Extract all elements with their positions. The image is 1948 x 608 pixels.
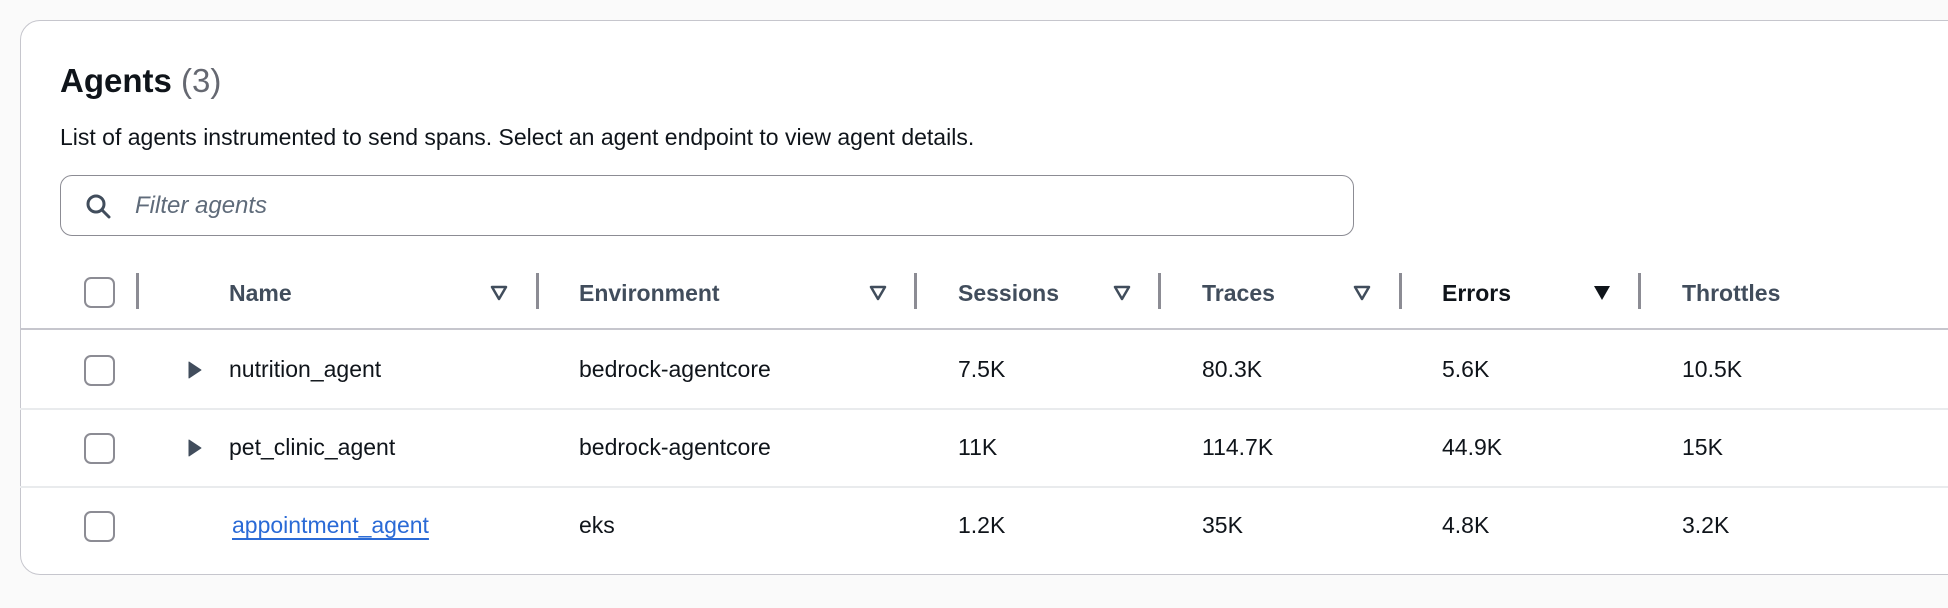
- traces-cell: 35K: [1202, 512, 1243, 538]
- filter-agents-field[interactable]: [60, 175, 1354, 236]
- column-header-traces[interactable]: Traces: [1202, 280, 1275, 306]
- agent-name: pet_clinic_agent: [229, 434, 396, 460]
- column-header-throttles: Throttles: [1682, 280, 1781, 306]
- row-divider: [20, 408, 1948, 410]
- errors-cell: 4.8K: [1442, 512, 1490, 538]
- agent-count: (3): [181, 62, 222, 99]
- throttles-cell: 3.2K: [1682, 512, 1730, 538]
- agent-name-link[interactable]: appointment_agent: [232, 512, 429, 538]
- agent-name: nutrition_agent: [229, 356, 382, 382]
- agents-panel: [20, 20, 1948, 575]
- traces-cell: 80.3K: [1202, 356, 1263, 382]
- throttles-cell: 15K: [1682, 434, 1723, 460]
- row-checkbox[interactable]: [84, 355, 115, 386]
- sessions-cell: 11K: [958, 434, 998, 460]
- sessions-cell: 1.2K: [958, 512, 1006, 538]
- throttles-cell: 10.5K: [1682, 356, 1743, 382]
- traces-cell: 114.7K: [1202, 434, 1274, 460]
- column-divider[interactable]: [1399, 273, 1402, 309]
- sort-unsorted-icon[interactable]: [490, 285, 508, 301]
- filter-agents-input[interactable]: [133, 188, 1317, 224]
- column-header-sessions[interactable]: Sessions: [958, 280, 1059, 306]
- expand-caret-icon[interactable]: [188, 439, 202, 457]
- expand-caret-icon[interactable]: [188, 361, 202, 379]
- errors-cell: 5.6K: [1442, 356, 1490, 382]
- column-divider[interactable]: [1158, 273, 1161, 309]
- sessions-cell: 7.5K: [958, 356, 1006, 382]
- row-checkbox[interactable]: [84, 433, 115, 464]
- sort-unsorted-icon[interactable]: [1353, 285, 1371, 301]
- title-text: Agents: [60, 62, 172, 99]
- column-divider[interactable]: [536, 273, 539, 309]
- row-divider: [20, 486, 1948, 488]
- column-header-name[interactable]: Name: [229, 280, 292, 306]
- row-checkbox[interactable]: [84, 511, 115, 542]
- page-title: Agents (3): [60, 62, 221, 100]
- environment-cell: bedrock-agentcore: [579, 356, 771, 382]
- sort-descending-icon[interactable]: [1593, 285, 1611, 301]
- column-header-environment[interactable]: Environment: [579, 280, 720, 306]
- sort-unsorted-icon[interactable]: [869, 285, 887, 301]
- environment-cell: eks: [579, 512, 615, 538]
- errors-cell: 44.9K: [1442, 434, 1503, 460]
- panel-description: List of agents instrumented to send span…: [60, 124, 975, 150]
- column-divider[interactable]: [914, 273, 917, 309]
- environment-cell: bedrock-agentcore: [579, 434, 771, 460]
- header-divider: [20, 328, 1948, 330]
- search-icon: [86, 194, 111, 219]
- sort-unsorted-icon[interactable]: [1113, 285, 1131, 301]
- select-all-checkbox[interactable]: [84, 277, 115, 308]
- column-divider[interactable]: [136, 273, 139, 309]
- column-divider[interactable]: [1638, 273, 1641, 309]
- column-header-errors[interactable]: Errors: [1442, 280, 1512, 306]
